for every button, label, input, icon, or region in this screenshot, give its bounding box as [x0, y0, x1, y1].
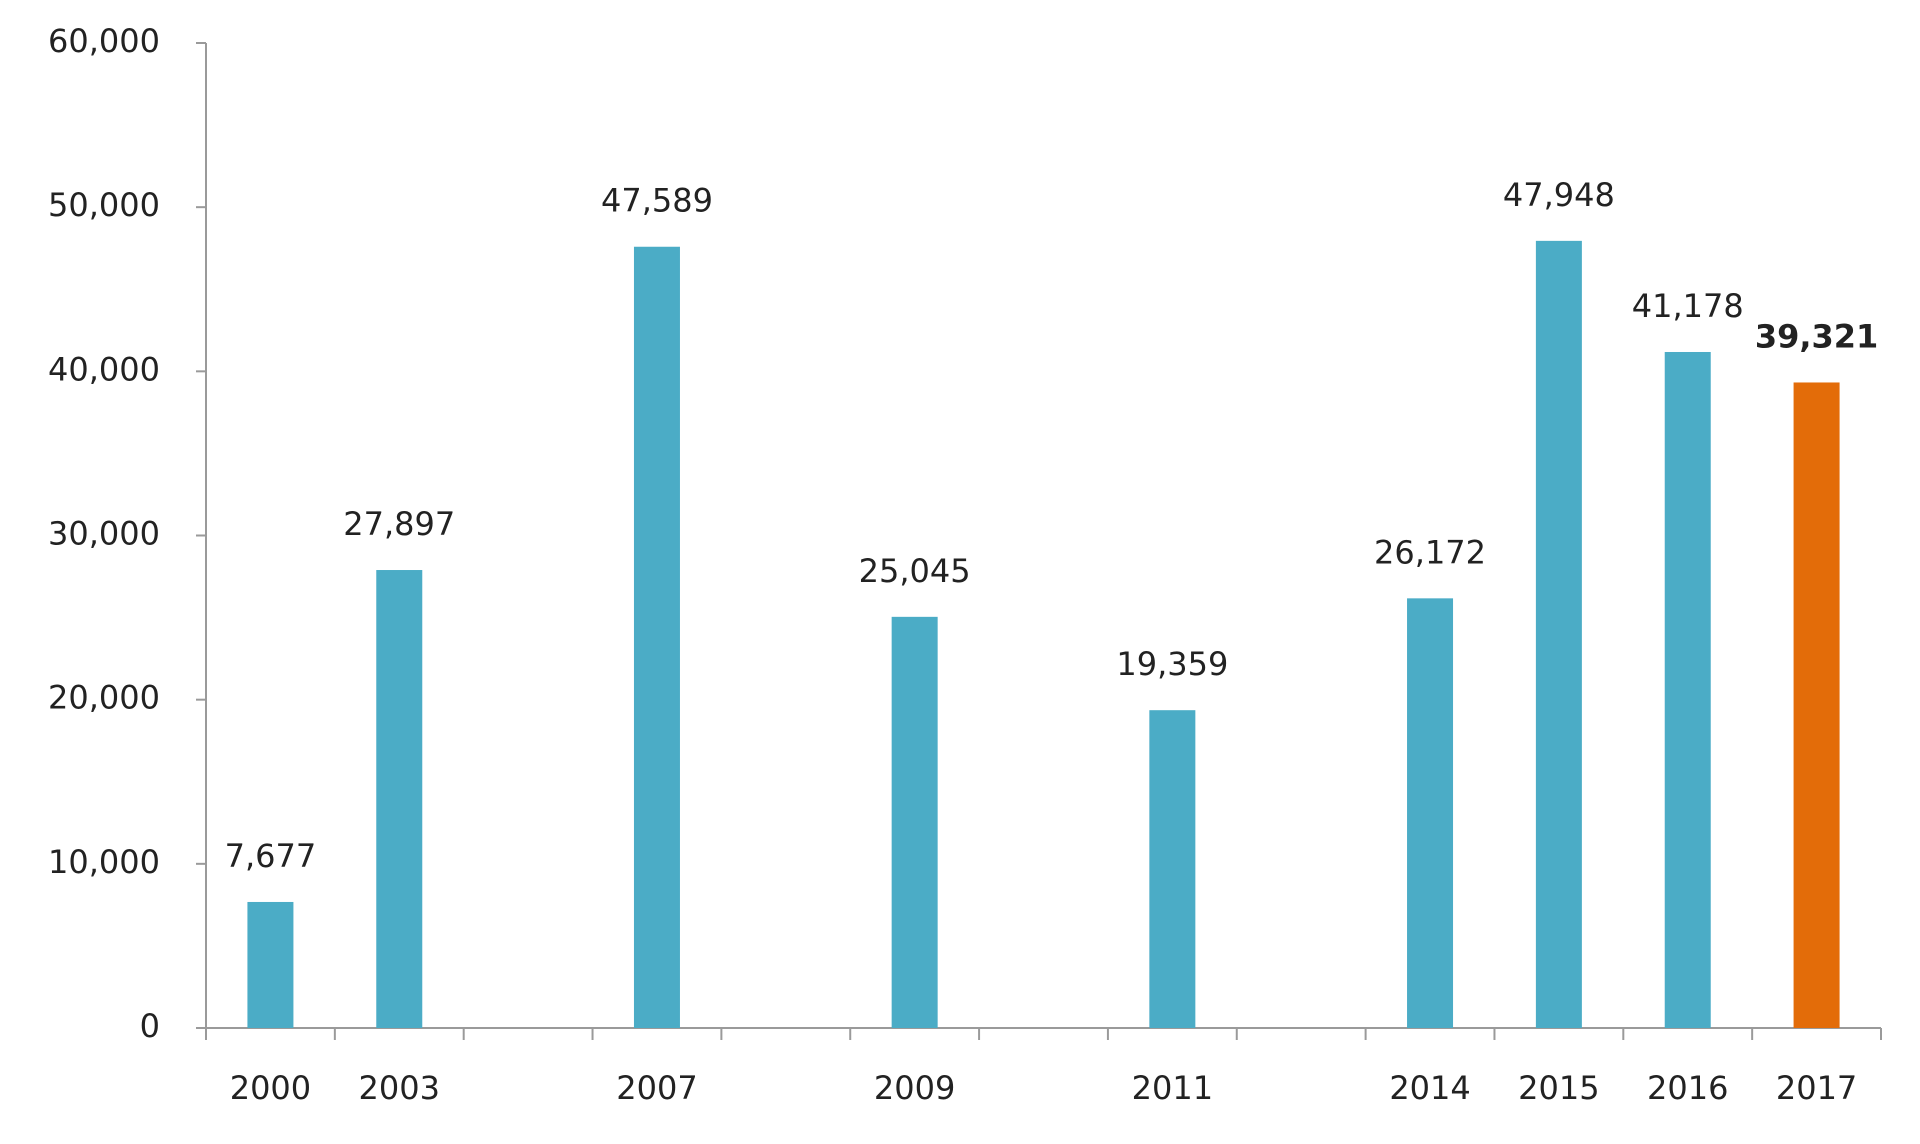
bar [247, 901, 294, 1028]
bar [633, 246, 680, 1028]
y-tick-label: 20,000 [48, 679, 160, 717]
y-tick-label: 50,000 [48, 186, 160, 224]
value-label: 27,897 [343, 505, 455, 543]
x-tick-label: 2009 [874, 1069, 955, 1107]
x-tick-label: 2015 [1518, 1069, 1599, 1107]
value-label: 41,178 [1632, 287, 1744, 325]
x-tick-label: 2011 [1132, 1069, 1213, 1107]
x-tick-label: 2017 [1776, 1069, 1857, 1107]
bar [1149, 710, 1196, 1028]
x-tick-label: 2007 [616, 1069, 697, 1107]
value-label: 39,321 [1755, 317, 1878, 355]
value-label: 26,172 [1374, 533, 1486, 571]
y-tick-label: 0 [140, 1007, 160, 1045]
y-tick-label: 40,000 [48, 350, 160, 388]
x-tick-label: 2014 [1389, 1069, 1470, 1107]
y-tick-label: 10,000 [48, 843, 160, 881]
bar [891, 616, 938, 1028]
y-tick-label: 60,000 [48, 22, 160, 60]
y-tick-label: 30,000 [48, 515, 160, 553]
bar [1793, 382, 1840, 1029]
bar [1407, 598, 1454, 1028]
bar [376, 570, 423, 1028]
value-label: 7,677 [225, 837, 317, 875]
value-label: 47,589 [601, 182, 713, 220]
bar [1664, 351, 1711, 1028]
x-tick-label: 2000 [230, 1069, 311, 1107]
value-label: 25,045 [859, 552, 971, 590]
bar [1535, 240, 1582, 1029]
x-tick-label: 2003 [359, 1069, 440, 1107]
value-label: 19,359 [1116, 645, 1228, 683]
x-tick-label: 2016 [1647, 1069, 1728, 1107]
value-label: 47,948 [1503, 176, 1615, 214]
